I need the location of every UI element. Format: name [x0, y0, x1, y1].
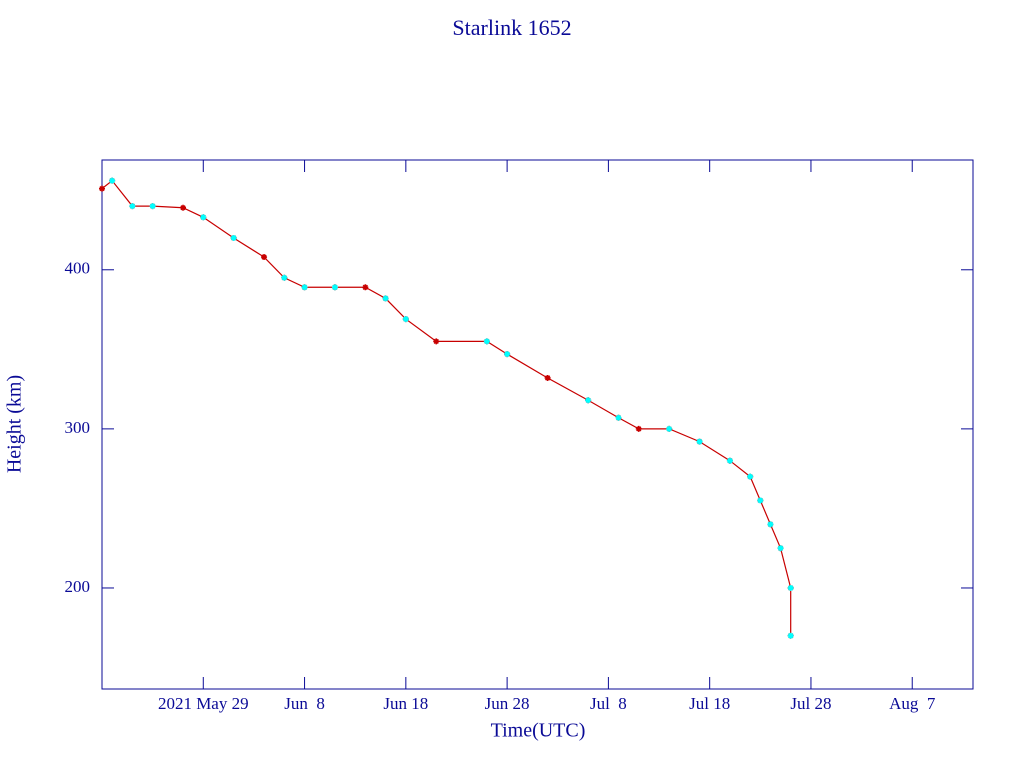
point-marker [180, 204, 187, 211]
point-marker [726, 457, 733, 464]
point-marker [301, 284, 308, 291]
point-marker [504, 351, 511, 358]
point-marker [382, 295, 389, 302]
point-marker [483, 338, 490, 345]
x-tick-label: Jun 28 [485, 694, 530, 713]
y-tick-label: 300 [65, 418, 91, 437]
point-marker [402, 316, 409, 323]
point-marker [433, 338, 440, 345]
x-tick-label: Jun 8 [284, 694, 325, 713]
point-marker [767, 521, 774, 528]
point-marker [747, 473, 754, 480]
point-marker [635, 425, 642, 432]
x-tick-label: Jul 18 [689, 694, 730, 713]
point-marker [666, 425, 673, 432]
point-marker [281, 274, 288, 281]
y-axis-label: Height (km) [4, 375, 26, 473]
x-tick-label: Jun 18 [383, 694, 428, 713]
point-marker [149, 203, 156, 210]
point-marker [362, 284, 369, 291]
point-marker [696, 438, 703, 445]
x-tick-label: 2021 May 29 [158, 694, 249, 713]
point-marker [787, 632, 794, 639]
point-marker [585, 397, 592, 404]
series-line [101, 179, 792, 636]
point-marker [757, 497, 764, 504]
y-tick-label: 400 [65, 259, 91, 278]
point-marker [200, 214, 207, 221]
point-marker [261, 254, 268, 261]
chart-title: Starlink 1652 [452, 15, 571, 40]
x-tick-label: Aug 7 [889, 694, 936, 713]
point-marker [777, 545, 784, 552]
plot-frame [101, 159, 974, 690]
x-tick-label: Jul 8 [590, 694, 627, 713]
point-marker [230, 234, 237, 241]
y-tick-label: 200 [65, 577, 91, 596]
point-marker [129, 203, 136, 210]
point-marker [787, 584, 794, 591]
point-marker [331, 284, 338, 291]
x-axis-label: Time(UTC) [491, 720, 586, 742]
point-marker [615, 414, 622, 421]
point-marker [99, 185, 105, 192]
point-marker [544, 374, 551, 381]
point-marker [109, 177, 116, 184]
x-tick-label: Jul 28 [790, 694, 831, 713]
